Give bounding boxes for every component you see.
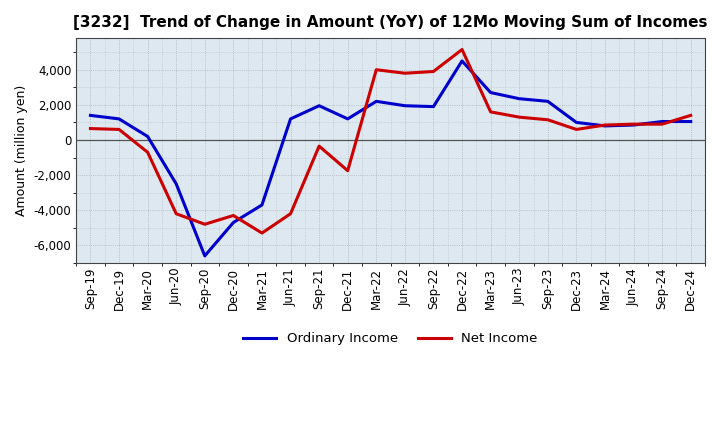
Line: Ordinary Income: Ordinary Income bbox=[91, 61, 690, 256]
Net Income bbox=[287, 211, 295, 216]
Ordinary Income bbox=[258, 202, 266, 208]
Net Income bbox=[600, 122, 609, 128]
Net Income bbox=[172, 211, 181, 216]
Net Income bbox=[429, 69, 438, 74]
Net Income bbox=[658, 121, 667, 127]
Net Income bbox=[372, 67, 381, 72]
Net Income bbox=[572, 127, 581, 132]
Ordinary Income bbox=[544, 99, 552, 104]
Net Income bbox=[229, 213, 238, 218]
Ordinary Income bbox=[343, 116, 352, 121]
Net Income bbox=[258, 231, 266, 236]
Ordinary Income bbox=[600, 123, 609, 128]
Ordinary Income bbox=[114, 116, 123, 121]
Ordinary Income bbox=[287, 116, 295, 121]
Ordinary Income bbox=[515, 96, 523, 101]
Net Income bbox=[515, 114, 523, 120]
Ordinary Income bbox=[143, 134, 152, 139]
Ordinary Income bbox=[172, 181, 181, 187]
Line: Net Income: Net Income bbox=[91, 50, 690, 233]
Net Income bbox=[114, 127, 123, 132]
Ordinary Income bbox=[400, 103, 409, 108]
Net Income bbox=[143, 150, 152, 155]
Ordinary Income bbox=[86, 113, 95, 118]
Ordinary Income bbox=[372, 99, 381, 104]
Ordinary Income bbox=[458, 59, 467, 64]
Ordinary Income bbox=[200, 253, 209, 259]
Net Income bbox=[629, 121, 638, 127]
Ordinary Income bbox=[315, 103, 323, 108]
Ordinary Income bbox=[629, 122, 638, 128]
Net Income bbox=[400, 70, 409, 76]
Net Income bbox=[686, 113, 695, 118]
Ordinary Income bbox=[686, 119, 695, 124]
Net Income bbox=[486, 109, 495, 114]
Title: [3232]  Trend of Change in Amount (YoY) of 12Mo Moving Sum of Incomes: [3232] Trend of Change in Amount (YoY) o… bbox=[73, 15, 708, 30]
Legend: Ordinary Income, Net Income: Ordinary Income, Net Income bbox=[238, 327, 543, 351]
Ordinary Income bbox=[429, 104, 438, 109]
Ordinary Income bbox=[572, 120, 581, 125]
Net Income bbox=[200, 222, 209, 227]
Ordinary Income bbox=[486, 90, 495, 95]
Net Income bbox=[86, 126, 95, 131]
Net Income bbox=[315, 143, 323, 149]
Y-axis label: Amount (million yen): Amount (million yen) bbox=[15, 85, 28, 216]
Net Income bbox=[343, 168, 352, 173]
Net Income bbox=[544, 117, 552, 122]
Net Income bbox=[458, 47, 467, 52]
Ordinary Income bbox=[658, 119, 667, 124]
Ordinary Income bbox=[229, 220, 238, 225]
